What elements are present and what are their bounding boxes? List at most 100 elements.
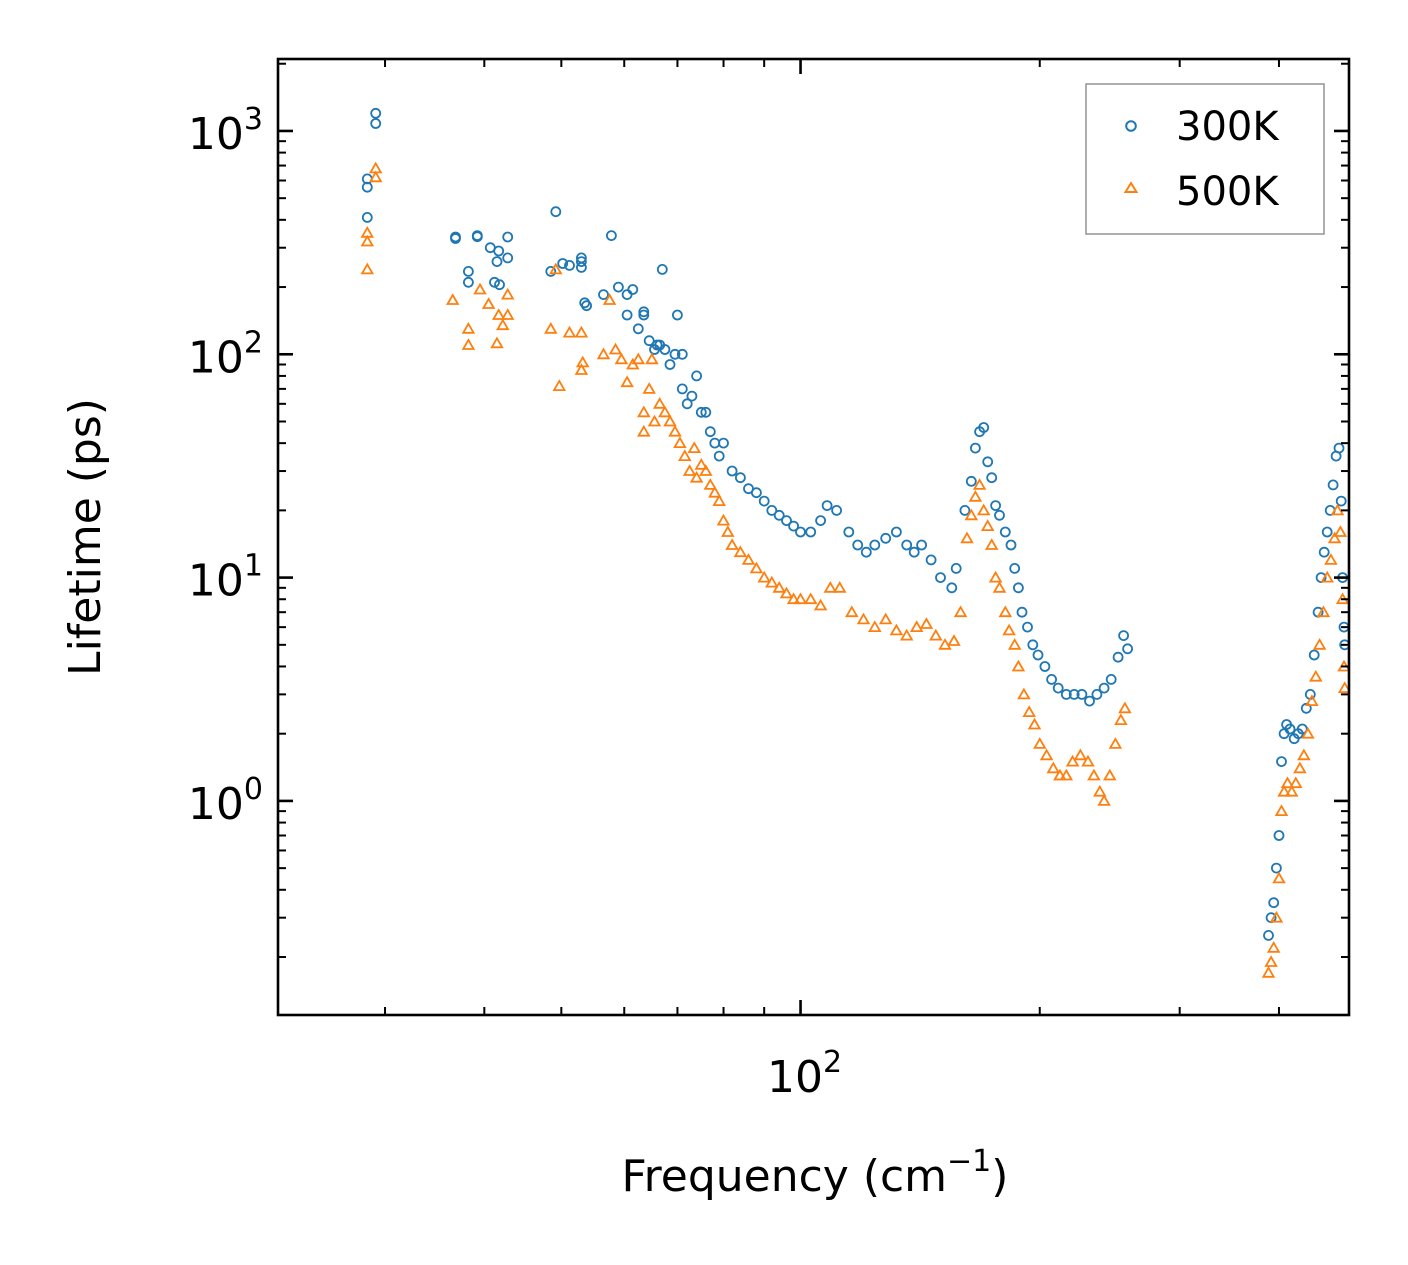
data-point-300k [970, 442, 981, 454]
data-point-500k [1002, 623, 1016, 636]
data-point-500k [689, 470, 704, 483]
data-point-300k [598, 289, 609, 301]
data-point-300k [1016, 606, 1028, 618]
data-point-300k [700, 406, 712, 418]
data-point-500k [1073, 748, 1088, 761]
data-point-500k [552, 379, 567, 391]
data-point-300k [1308, 649, 1320, 661]
legend: 300K 500K [1085, 83, 1325, 235]
data-point-300k [986, 472, 998, 484]
data-point-500k [980, 519, 995, 531]
data-point-500k [779, 586, 794, 599]
data-point-300k [545, 265, 557, 277]
series-500k [360, 161, 1349, 978]
data-point-300k [982, 456, 994, 468]
data-point-500k [960, 531, 974, 544]
data-point-500k [845, 605, 859, 618]
data-point-500k [772, 581, 786, 593]
data-point-500k [1022, 705, 1036, 717]
data-point-500k [637, 424, 651, 437]
data-point-500k [856, 612, 871, 625]
data-point-500k [972, 478, 987, 490]
data-point-300k [959, 504, 971, 516]
data-point-500k [909, 620, 924, 632]
data-point-300k [638, 309, 650, 321]
data-point-500k [1333, 525, 1348, 537]
data-point-500k [708, 485, 722, 498]
data-point-500k [1327, 531, 1342, 544]
data-point-300k [1122, 643, 1133, 655]
data-point-300k [1118, 630, 1129, 641]
data-point-500k [490, 336, 504, 349]
data-point-500k [1312, 638, 1327, 650]
data-point-500k [1108, 737, 1123, 749]
data-point-500k [813, 598, 828, 611]
data-point-500k [620, 375, 634, 388]
data-point-300k [1112, 651, 1124, 663]
data-point-500k [647, 414, 662, 427]
label-layer: 100 101 102 103 102 [188, 102, 842, 1103]
data-point-300k [638, 306, 650, 318]
data-point-300k [471, 231, 483, 243]
data-point-500k [1316, 605, 1331, 618]
data-point-300k [869, 539, 881, 551]
y-axis-label: Lifetime (ps) [60, 398, 111, 676]
data-point-500k [1033, 737, 1047, 749]
y-tick-label: 102 [188, 325, 263, 383]
data-point-300k [946, 582, 958, 594]
data-point-500k [687, 441, 702, 453]
data-point-500k [1053, 768, 1067, 781]
data-point-500k [976, 503, 991, 516]
data-point-300k [999, 526, 1011, 538]
data-point-500k [899, 628, 914, 641]
data-point-500k [694, 458, 709, 470]
data-point-500k [1289, 776, 1303, 789]
data-point-500k [461, 338, 476, 350]
data-point-500k [1081, 754, 1095, 767]
data-layer [360, 107, 1349, 978]
data-point-300k [891, 526, 902, 538]
data-point-300k [606, 230, 617, 242]
data-point-500k [445, 293, 460, 305]
data-point-300k [613, 281, 624, 293]
data-point-500k [678, 449, 692, 461]
data-point-500k [574, 325, 589, 338]
data-point-300k [1268, 897, 1280, 909]
data-point-300k [576, 256, 587, 268]
data-point-500k [725, 538, 739, 550]
data-point-300k [581, 300, 592, 312]
data-point-500k [878, 612, 893, 625]
data-point-500k [1277, 784, 1291, 797]
data-point-300k [781, 515, 792, 526]
data-point-300k [1091, 689, 1103, 700]
legend-label-300k: 300K [1176, 104, 1280, 150]
data-point-300k [1333, 442, 1345, 454]
data-point-500k [1027, 717, 1042, 730]
data-point-300k [1339, 639, 1349, 651]
data-point-500k [631, 352, 646, 365]
data-point-500k [1017, 687, 1031, 700]
data-point-500k [703, 478, 718, 490]
data-point-500k [473, 282, 487, 295]
data-point-500k [964, 508, 979, 521]
data-point-500k [360, 262, 375, 275]
data-point-300k [1084, 695, 1095, 707]
data-point-500k [1065, 754, 1080, 767]
data-point-500k [1261, 966, 1276, 978]
data-point-300k [978, 422, 990, 433]
data-point-500k [663, 414, 677, 427]
data-point-300k [843, 526, 855, 538]
data-point-300k [1060, 689, 1072, 700]
data-point-300k [718, 437, 729, 449]
data-point-500k [1011, 659, 1026, 672]
data-point-500k [1097, 794, 1111, 806]
data-point-500k [765, 575, 779, 588]
data-point-500k [668, 424, 682, 437]
data-point-500k [574, 363, 589, 375]
data-point-300k [735, 472, 746, 484]
data-point-300k [965, 475, 977, 487]
data-point-300k [994, 509, 1005, 521]
data-point-300k [489, 276, 500, 288]
data-point-300k [361, 211, 373, 223]
